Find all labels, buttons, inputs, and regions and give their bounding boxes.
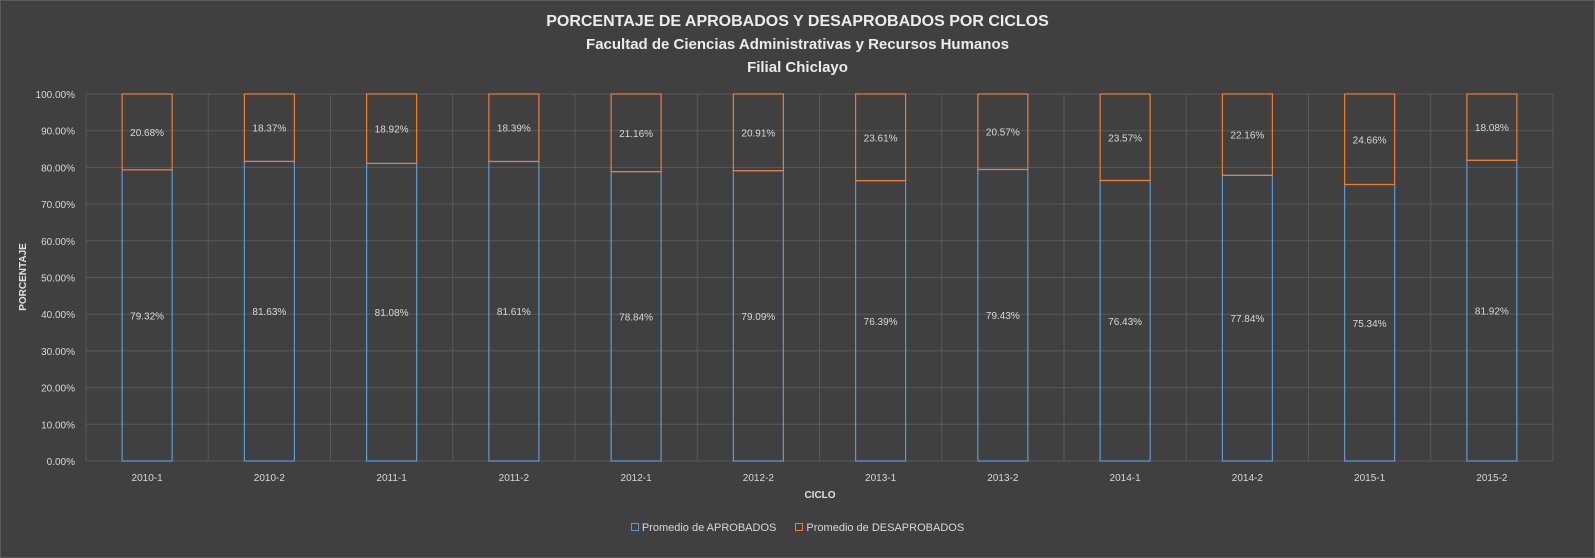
data-label-aprobados: 78.84% [619, 312, 653, 323]
bar-desaprobados [1466, 93, 1518, 161]
y-tick-label: 10.00% [41, 420, 75, 431]
bar-desaprobados [610, 93, 662, 173]
legend: Promedio de APROBADOS Promedio de DESAPR… [0, 522, 1595, 534]
data-label-desaprobados: 20.91% [741, 128, 775, 139]
y-tick-label: 70.00% [41, 200, 75, 211]
x-tick-label: 2012-2 [743, 473, 775, 484]
legend-swatch-desaprobados [795, 523, 804, 531]
data-label-desaprobados: 18.92% [375, 125, 409, 136]
chart-subtitle-line-2: Filial Chiclayo [747, 59, 848, 76]
x-tick-label: 2015-1 [1354, 473, 1386, 484]
data-label-aprobados: 81.08% [375, 308, 409, 319]
x-tick-label: 2010-2 [254, 473, 286, 484]
bar-desaprobados [732, 93, 784, 172]
data-label-aprobados: 81.63% [252, 307, 286, 318]
chart-subtitle-line-1: Facultad de Ciencias Administrativas y R… [586, 36, 1009, 53]
data-label-desaprobados: 18.37% [252, 124, 286, 135]
data-label-desaprobados: 20.68% [130, 128, 164, 139]
bar-desaprobados [977, 93, 1029, 171]
data-label-aprobados: 77.84% [1230, 314, 1264, 325]
x-tick-label: 2010-1 [132, 473, 164, 484]
legend-swatch-aprobados [630, 523, 639, 531]
data-label-desaprobados: 18.39% [497, 124, 531, 135]
y-tick-label: 20.00% [41, 384, 75, 395]
bar-desaprobados [1099, 93, 1151, 182]
y-tick-label: 90.00% [41, 127, 75, 138]
data-label-desaprobados: 20.57% [986, 128, 1020, 139]
chart-title: PORCENTAJE DE APROBADOS Y DESAPROBADOS P… [546, 13, 1049, 30]
x-tick-label: 2014-1 [1110, 473, 1142, 484]
bars: 79.32% 20.68% 81.63% 18.37% 81.08% 18.92% 81.6… [121, 93, 1518, 462]
x-tick-label: 2014-2 [1232, 473, 1264, 484]
bar-desaprobados [1344, 93, 1396, 186]
x-tick-label: 2015-2 [1476, 473, 1508, 484]
legend-label-aprobados: Promedio de APROBADOS [641, 522, 777, 534]
data-label-aprobados: 76.39% [864, 317, 898, 328]
bar-desaprobados [1221, 93, 1273, 176]
x-tick-label: 2013-1 [865, 473, 897, 484]
x-axis-ticks: 2010-1 2010-2 2011-1 2011-2 2012-1 2012-2 2013… [132, 473, 1508, 484]
y-tick-label: 80.00% [41, 163, 75, 174]
x-axis-label: CICLO [804, 490, 835, 501]
data-label-desaprobados: 18.08% [1475, 123, 1509, 134]
bar-desaprobados [366, 93, 418, 165]
bar-desaprobados [488, 93, 540, 163]
data-label-aprobados: 81.92% [1475, 307, 1509, 318]
bar-desaprobados [855, 93, 907, 182]
legend-item-desaprobados: Promedio de DESAPROBADOS [795, 522, 964, 534]
bar-desaprobados [121, 93, 173, 171]
y-tick-label: 40.00% [41, 310, 75, 321]
data-label-aprobados: 79.09% [741, 312, 775, 323]
legend-item-aprobados: Promedio de APROBADOS [630, 522, 777, 534]
data-label-desaprobados: 23.61% [864, 133, 898, 144]
bar-desaprobados [243, 93, 295, 163]
x-tick-label: 2013-2 [987, 473, 1019, 484]
y-tick-label: 60.00% [41, 237, 75, 248]
data-label-aprobados: 79.32% [130, 311, 164, 322]
gridlines [85, 93, 1554, 462]
y-tick-label: 0.00% [47, 457, 75, 468]
data-label-aprobados: 76.43% [1108, 317, 1142, 328]
legend-label-desaprobados: Promedio de DESAPROBADOS [806, 522, 965, 534]
y-tick-label: 50.00% [41, 274, 75, 285]
chart-titles: PORCENTAJE DE APROBADOS Y DESAPROBADOS P… [0, 10, 1595, 79]
data-label-aprobados: 75.34% [1353, 319, 1387, 330]
y-axis-ticks: 0.00% 10.00% 20.00% 30.00% 40.00% 50.00% 60.00… [36, 90, 76, 468]
x-tick-label: 2011-1 [376, 473, 407, 484]
y-tick-label: 100.00% [36, 90, 76, 101]
data-label-desaprobados: 24.66% [1353, 135, 1387, 146]
y-tick-label: 30.00% [41, 347, 75, 358]
data-label-aprobados: 81.61% [497, 307, 531, 318]
y-axis-label: PORCENTAJE [18, 243, 29, 311]
x-tick-label: 2012-1 [621, 473, 653, 484]
data-label-desaprobados: 21.16% [619, 129, 653, 140]
data-label-desaprobados: 23.57% [1108, 133, 1142, 144]
data-label-aprobados: 79.43% [986, 311, 1020, 322]
data-label-desaprobados: 22.16% [1230, 131, 1264, 142]
x-tick-label: 2011-2 [499, 473, 530, 484]
